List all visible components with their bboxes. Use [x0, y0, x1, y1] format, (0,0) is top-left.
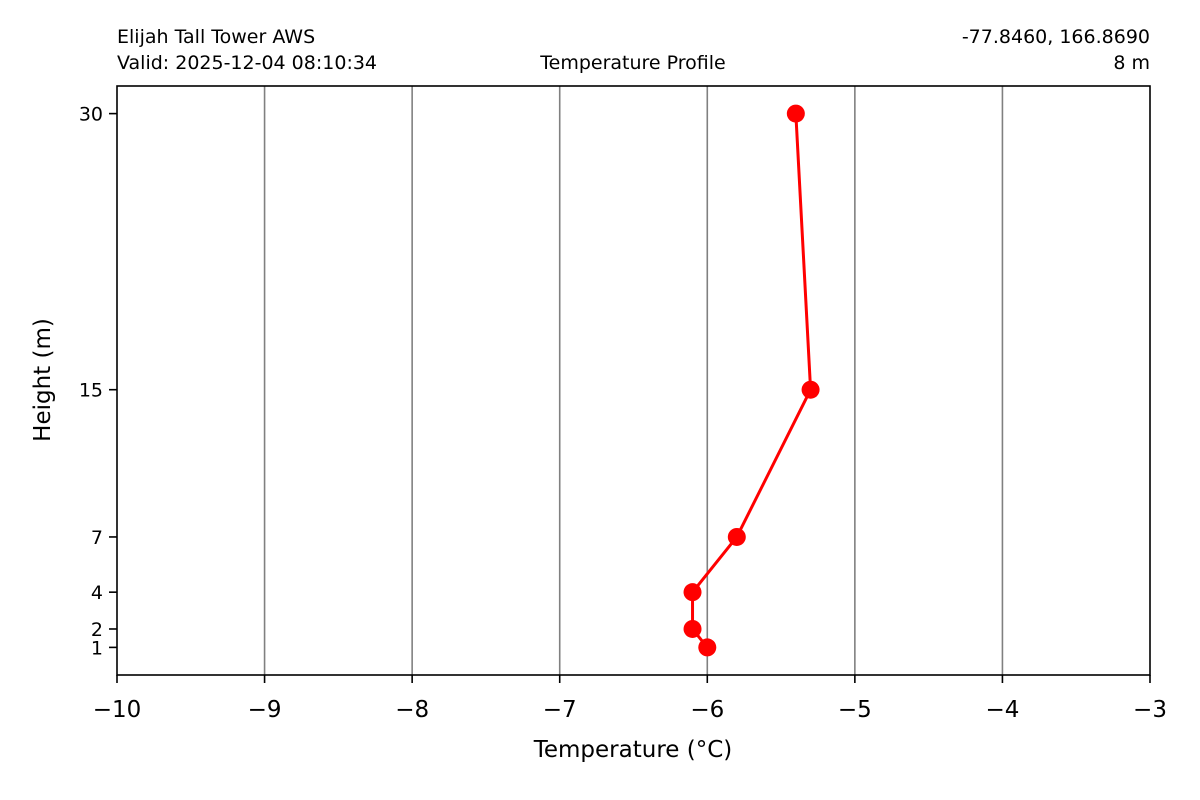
valid-time: Valid: 2025-12-04 08:10:34	[117, 52, 377, 74]
x-tick-label: −4	[985, 697, 1019, 723]
x-axis-label: Temperature (°C)	[533, 737, 733, 763]
grid-lines	[263, 86, 1004, 675]
data-point	[683, 619, 702, 638]
x-tick-label: −6	[690, 697, 724, 723]
data-point	[698, 638, 717, 657]
y-tick-label: 1	[91, 637, 103, 659]
station-name: Elijah Tall Tower AWS	[117, 26, 315, 48]
series-layer	[683, 104, 820, 657]
y-axis: 12 4 7 15 30	[79, 104, 117, 659]
x-tick-label: −10	[93, 697, 142, 723]
x-tick-label: −7	[543, 697, 577, 723]
y-tick-label: 30	[79, 104, 103, 126]
y-tick-label: 7	[91, 527, 103, 549]
x-tick-label: −3	[1133, 697, 1167, 723]
x-tick-label: −5	[838, 697, 872, 723]
chart-title: Temperature Profile	[539, 52, 725, 74]
data-point	[786, 104, 805, 123]
x-tick-label: −9	[248, 697, 282, 723]
data-point	[801, 380, 820, 399]
x-tick-label: −8	[395, 697, 429, 723]
y-tick-label: 4	[91, 582, 103, 604]
station-elevation: 8 m	[1113, 52, 1150, 74]
station-coordinates: -77.8460, 166.8690	[962, 26, 1150, 48]
plot-frame	[116, 85, 1151, 676]
y-axis-label: Height (m)	[30, 318, 56, 442]
y-tick-label: 2	[91, 619, 103, 641]
y-tick-label: 15	[79, 380, 103, 402]
series-line	[691, 113, 813, 649]
data-point	[727, 527, 746, 546]
x-axis: −10 −9 −8 −7 −6 −5 −4 −3	[93, 675, 1167, 723]
data-point	[683, 583, 702, 602]
